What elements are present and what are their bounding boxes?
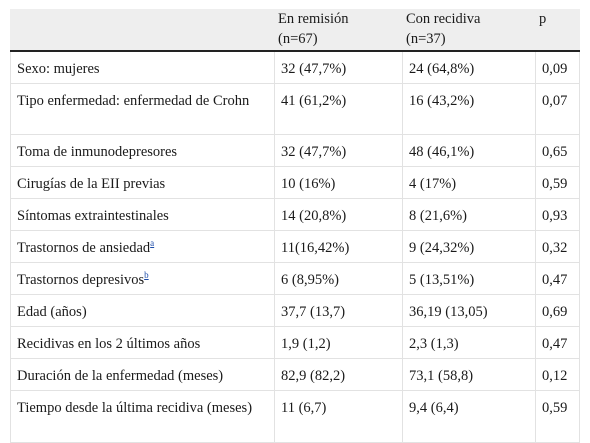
remision-value: 6 (8,95%) [274,263,402,295]
table-row: Tiempo desde la última recidiva (meses) … [10,391,580,443]
p-value: 0,59 [535,167,580,199]
footnote-link-b[interactable]: b [144,270,149,280]
p-value: 0,69 [535,295,580,327]
recidiva-value: 2,3 (1,3) [402,327,535,359]
recidiva-value: 48 (46,1%) [402,135,535,167]
recidiva-value: 73,1 (58,8) [402,359,535,391]
p-value: 0,09 [535,52,580,84]
table-row: Trastornos de ansiedada 11(16,42%) 9 (24… [10,231,580,263]
remision-value: 14 (20,8%) [274,199,402,231]
row-label: Tipo enfermedad: enfermedad de Crohn [10,84,274,135]
row-label: Recidivas en los 2 últimos años [10,327,274,359]
row-label: Sexo: mujeres [10,52,274,84]
row-label: Trastornos de ansiedada [10,231,274,263]
header-cell-variable [10,9,274,50]
header-cell-p: p [535,9,580,50]
recidiva-value: 4 (17%) [402,167,535,199]
row-label: Edad (años) [10,295,274,327]
recidiva-value: 8 (21,6%) [402,199,535,231]
row-label: Duración de la enfermedad (meses) [10,359,274,391]
remision-value: 10 (16%) [274,167,402,199]
table-row: Duración de la enfermedad (meses) 82,9 (… [10,359,580,391]
remision-value: 37,7 (13,7) [274,295,402,327]
p-value: 0,93 [535,199,580,231]
table-row: Tipo enfermedad: enfermedad de Crohn 41 … [10,84,580,135]
row-label: Síntomas extraintestinales [10,199,274,231]
row-label: Toma de inmunodepresores [10,135,274,167]
comparison-table: En remisión (n=67) Con recidiva (n=37) p S… [10,9,580,443]
recidiva-value: 24 (64,8%) [402,52,535,84]
p-value: 0,07 [535,84,580,135]
recidiva-value: 16 (43,2%) [402,84,535,135]
p-value: 0,59 [535,391,580,443]
recidiva-value: 9,4 (6,4) [402,391,535,443]
p-value: 0,12 [535,359,580,391]
p-value: 0,47 [535,327,580,359]
remision-value: 11(16,42%) [274,231,402,263]
recidiva-value: 9 (24,32%) [402,231,535,263]
table-row: Edad (años) 37,7 (13,7) 36,19 (13,05) 0,… [10,295,580,327]
header-cell-recidiva: Con recidiva (n=37) [402,9,535,50]
table-header: En remisión (n=67) Con recidiva (n=37) p [10,9,580,52]
header-row: En remisión (n=67) Con recidiva (n=37) p [10,9,580,50]
remision-value: 1,9 (1,2) [274,327,402,359]
table-row: Sexo: mujeres 32 (47,7%) 24 (64,8%) 0,09 [10,52,580,84]
p-value: 0,47 [535,263,580,295]
table-row: Cirugías de la EII previas 10 (16%) 4 (1… [10,167,580,199]
table-row: Trastornos depresivosb 6 (8,95%) 5 (13,5… [10,263,580,295]
remision-value: 32 (47,7%) [274,52,402,84]
remision-value: 41 (61,2%) [274,84,402,135]
row-label: Tiempo desde la última recidiva (meses) [10,391,274,443]
p-value: 0,65 [535,135,580,167]
footnote-link-a[interactable]: a [150,238,155,248]
recidiva-value: 5 (13,51%) [402,263,535,295]
row-label: Cirugías de la EII previas [10,167,274,199]
p-value: 0,32 [535,231,580,263]
table-row: Síntomas extraintestinales 14 (20,8%) 8 … [10,199,580,231]
table-row: Recidivas en los 2 últimos años 1,9 (1,2… [10,327,580,359]
remision-value: 11 (6,7) [274,391,402,443]
row-label: Trastornos depresivosb [10,263,274,295]
table-row: Toma de inmunodepresores 32 (47,7%) 48 (… [10,135,580,167]
comparison-table-container: En remisión (n=67) Con recidiva (n=37) p S… [10,9,580,443]
header-divider [10,50,580,52]
remision-value: 32 (47,7%) [274,135,402,167]
remision-value: 82,9 (82,2) [274,359,402,391]
recidiva-value: 36,19 (13,05) [402,295,535,327]
header-cell-remision: En remisión (n=67) [274,9,402,50]
